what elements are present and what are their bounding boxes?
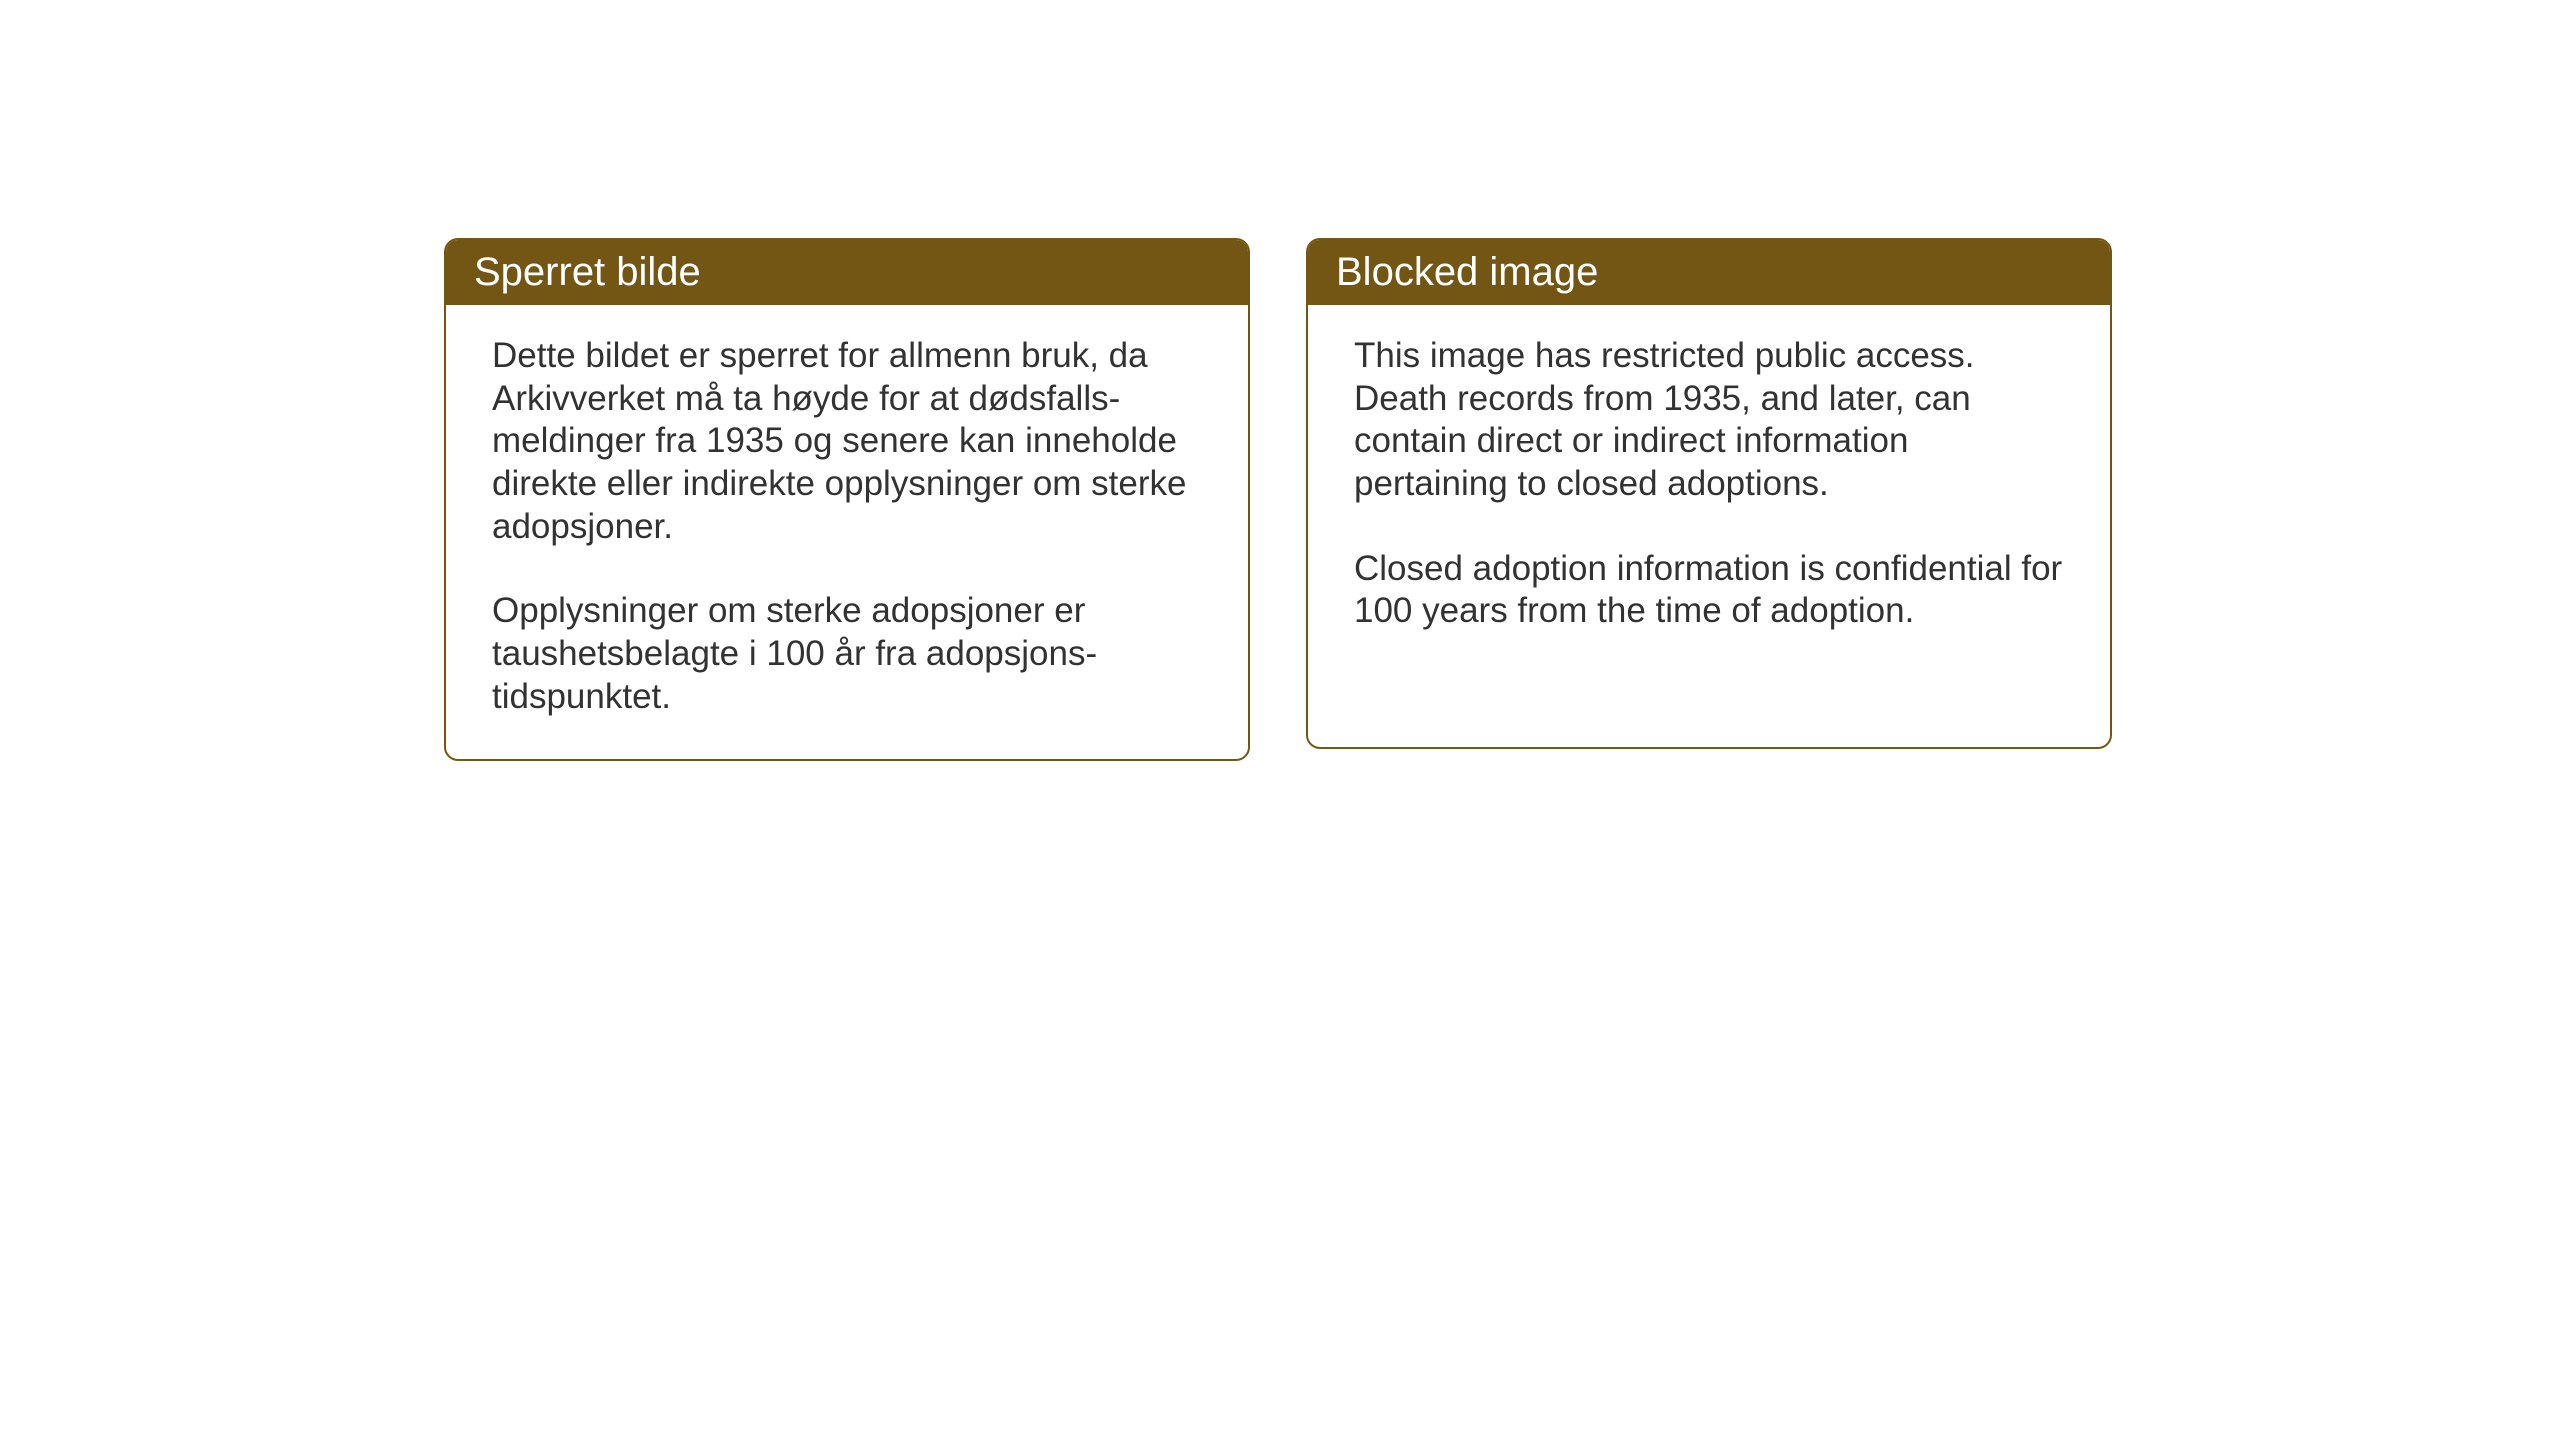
card-english: Blocked image This image has restricted … <box>1306 238 2112 749</box>
card-header-norwegian: Sperret bilde <box>446 240 1248 305</box>
cards-container: Sperret bilde Dette bildet er sperret fo… <box>444 238 2112 761</box>
card-paragraph2-norwegian: Opplysninger om sterke adopsjoner er tau… <box>492 590 1202 718</box>
card-title-english: Blocked image <box>1336 250 1598 294</box>
card-paragraph1-english: This image has restricted public access.… <box>1354 335 2064 506</box>
card-paragraph2-english: Closed adoption information is confident… <box>1354 548 2064 633</box>
card-paragraph1-norwegian: Dette bildet er sperret for allmenn bruk… <box>492 335 1202 548</box>
card-header-english: Blocked image <box>1308 240 2110 305</box>
card-title-norwegian: Sperret bilde <box>474 250 701 294</box>
card-norwegian: Sperret bilde Dette bildet er sperret fo… <box>444 238 1250 761</box>
card-body-english: This image has restricted public access.… <box>1308 305 2110 673</box>
card-body-norwegian: Dette bildet er sperret for allmenn bruk… <box>446 305 1248 759</box>
